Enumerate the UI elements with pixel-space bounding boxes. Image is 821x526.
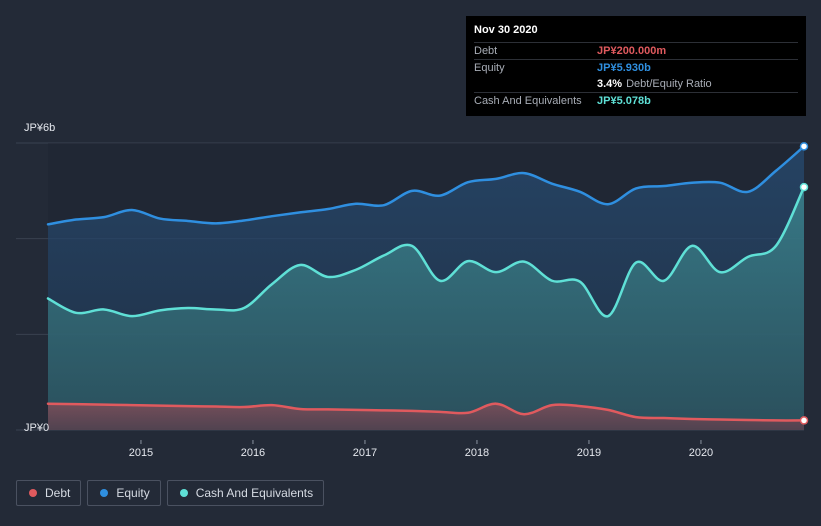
tooltip-ratio-value: 3.4%: [597, 78, 623, 90]
legend-item-cash[interactable]: Cash And Equivalents: [166, 480, 325, 506]
tooltip-cash-value: JP¥5.078b: [597, 95, 651, 107]
debt-area: [48, 403, 804, 430]
tooltip-equity-value: JP¥5.930b: [597, 62, 651, 74]
tooltip-ratio-label: Debt/Equity Ratio: [626, 78, 712, 90]
x-tick-label: 2020: [689, 447, 713, 459]
tooltip-debt-row: Debt JP¥200.000m: [474, 42, 798, 59]
x-tick-label: 2016: [241, 447, 265, 459]
cash-area: [48, 187, 804, 430]
tooltip-cash-label: Cash And Equivalents: [474, 95, 582, 107]
cash-end-marker: [799, 182, 809, 192]
y-tick-label-bottom: JP¥0: [24, 422, 50, 434]
tooltip-date: Nov 30 2020: [474, 24, 538, 36]
legend-item-debt[interactable]: Debt: [16, 480, 82, 506]
tooltip-debt-value: JP¥200.000m: [597, 45, 667, 57]
chart-legend: Debt Equity Cash And Equivalents: [16, 480, 325, 506]
x-tick-label: 2017: [353, 447, 377, 459]
equity-end-marker: [799, 142, 809, 151]
chart-tooltip: Nov 30 2020 Debt JP¥200.000m Equity JP¥5…: [466, 16, 806, 116]
y-tick-label-top: JP¥6b: [24, 122, 56, 134]
x-tick-label: 2018: [465, 447, 489, 459]
legend-item-equity[interactable]: Equity: [87, 480, 161, 506]
debt-dot-icon: [29, 489, 37, 497]
tooltip-cash-row: Cash And Equivalents JP¥5.078b: [474, 92, 798, 109]
equity-line: [46, 145, 806, 226]
tooltip-equity-label: Equity: [474, 62, 505, 74]
tooltip-ratio-row: 3.4% Debt/Equity Ratio: [474, 76, 798, 92]
legend-label-cash: Cash And Equivalents: [195, 486, 314, 500]
x-tick-label: 2015: [129, 447, 153, 459]
cash-dot-icon: [179, 489, 188, 497]
debt-end-marker: [799, 416, 809, 425]
x-tick-label: 2019: [577, 447, 601, 459]
tooltip-equity-row: Equity JP¥5.930b: [474, 59, 798, 76]
equity-dot-icon: [100, 489, 109, 497]
legend-label-debt: Debt: [45, 486, 71, 500]
debt-line: [46, 402, 806, 422]
tooltip-debt-label: Debt: [474, 45, 498, 57]
legend-label-equity: Equity: [116, 486, 150, 500]
cash-line: [46, 185, 806, 318]
